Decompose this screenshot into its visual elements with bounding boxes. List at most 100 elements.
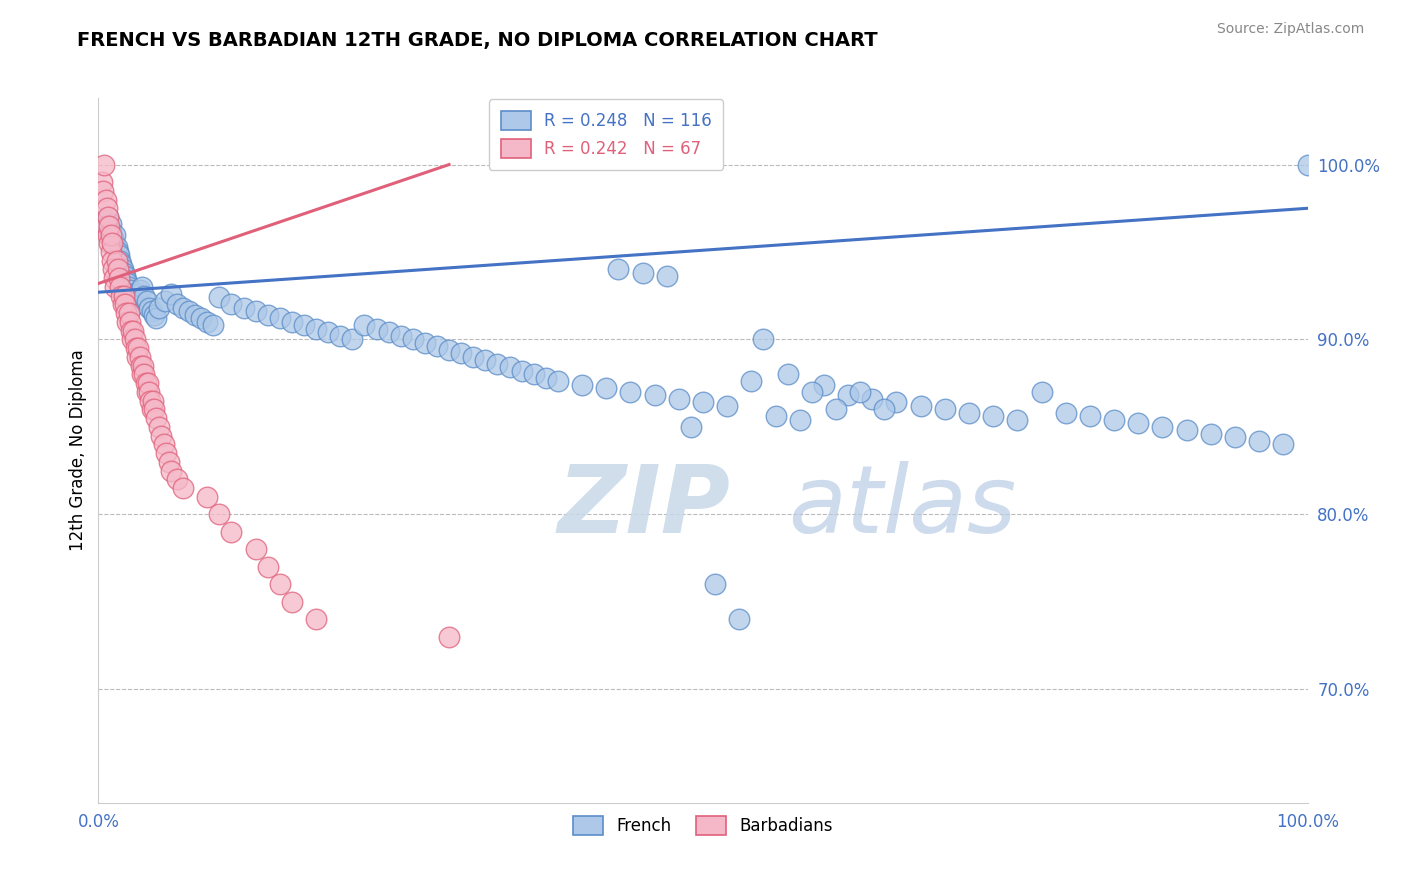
Point bbox=[704, 577, 727, 591]
Point bbox=[120, 287, 142, 301]
Point bbox=[115, 306, 138, 320]
Point bbox=[1223, 430, 1246, 444]
Point bbox=[1296, 157, 1319, 171]
Point bbox=[1031, 384, 1053, 399]
Point bbox=[728, 612, 751, 626]
Point bbox=[342, 333, 364, 347]
Point bbox=[100, 227, 122, 242]
Point bbox=[523, 368, 546, 382]
Point bbox=[172, 481, 194, 495]
Point bbox=[1102, 413, 1125, 427]
Point bbox=[112, 289, 135, 303]
Point bbox=[166, 297, 188, 311]
Point bbox=[100, 236, 122, 251]
Point bbox=[105, 253, 128, 268]
Point bbox=[195, 490, 218, 504]
Point bbox=[98, 219, 121, 233]
Point bbox=[305, 322, 328, 336]
Point bbox=[1199, 426, 1222, 441]
Point bbox=[437, 343, 460, 357]
Point bbox=[474, 353, 496, 368]
Point bbox=[221, 297, 243, 311]
Point bbox=[644, 388, 666, 402]
Point bbox=[426, 339, 449, 353]
Point bbox=[245, 304, 267, 318]
Point bbox=[208, 290, 231, 304]
Point bbox=[127, 287, 149, 301]
Point bbox=[141, 304, 163, 318]
Point bbox=[128, 350, 150, 364]
Point bbox=[121, 290, 143, 304]
Point bbox=[108, 271, 131, 285]
Point bbox=[148, 301, 170, 315]
Point bbox=[631, 266, 654, 280]
Point bbox=[353, 318, 375, 333]
Text: FRENCH VS BARBADIAN 12TH GRADE, NO DIPLOMA CORRELATION CHART: FRENCH VS BARBADIAN 12TH GRADE, NO DIPLO… bbox=[77, 31, 877, 50]
Point bbox=[107, 245, 129, 260]
Point bbox=[94, 193, 117, 207]
Point bbox=[655, 269, 678, 284]
Point bbox=[825, 402, 848, 417]
Point bbox=[534, 371, 557, 385]
Point bbox=[129, 359, 152, 373]
Point bbox=[800, 384, 823, 399]
Point bbox=[96, 219, 118, 233]
Y-axis label: 12th Grade, No Diploma: 12th Grade, No Diploma bbox=[69, 350, 87, 551]
Point bbox=[269, 577, 291, 591]
Point bbox=[595, 381, 617, 395]
Point bbox=[679, 420, 702, 434]
Point bbox=[118, 315, 141, 329]
Legend: French, Barbadians: French, Barbadians bbox=[565, 808, 841, 844]
Point bbox=[104, 280, 127, 294]
Point bbox=[148, 420, 170, 434]
Point bbox=[135, 293, 157, 308]
Point bbox=[776, 368, 799, 382]
Point bbox=[172, 301, 194, 315]
Point bbox=[153, 293, 176, 308]
Point bbox=[155, 446, 177, 460]
Point bbox=[134, 289, 156, 303]
Point bbox=[134, 368, 156, 382]
Point bbox=[118, 280, 141, 294]
Point bbox=[104, 227, 127, 242]
Point bbox=[607, 262, 630, 277]
Point bbox=[94, 213, 117, 227]
Point bbox=[111, 262, 134, 277]
Point bbox=[437, 630, 460, 644]
Point bbox=[117, 277, 139, 291]
Point bbox=[377, 326, 399, 340]
Point bbox=[1128, 417, 1150, 431]
Point bbox=[125, 341, 148, 355]
Point bbox=[571, 377, 593, 392]
Point bbox=[124, 333, 146, 347]
Point bbox=[100, 217, 122, 231]
Point bbox=[160, 287, 183, 301]
Point bbox=[860, 392, 883, 406]
Point bbox=[1007, 413, 1029, 427]
Point bbox=[160, 464, 183, 478]
Point bbox=[450, 346, 472, 360]
Point bbox=[281, 315, 304, 329]
Point bbox=[190, 311, 212, 326]
Point bbox=[281, 595, 304, 609]
Point bbox=[195, 315, 218, 329]
Point bbox=[122, 293, 145, 308]
Point bbox=[91, 175, 114, 189]
Point bbox=[208, 508, 231, 522]
Point bbox=[486, 357, 509, 371]
Point bbox=[256, 308, 278, 322]
Point bbox=[292, 318, 315, 333]
Point bbox=[118, 284, 141, 298]
Point bbox=[135, 376, 157, 391]
Point bbox=[692, 395, 714, 409]
Point bbox=[131, 368, 153, 382]
Point bbox=[105, 240, 128, 254]
Point bbox=[765, 409, 787, 424]
Point bbox=[101, 262, 124, 277]
Point bbox=[101, 231, 124, 245]
Point bbox=[145, 311, 167, 326]
Point bbox=[103, 271, 125, 285]
Point bbox=[510, 364, 533, 378]
Point bbox=[136, 376, 159, 391]
Point bbox=[157, 455, 180, 469]
